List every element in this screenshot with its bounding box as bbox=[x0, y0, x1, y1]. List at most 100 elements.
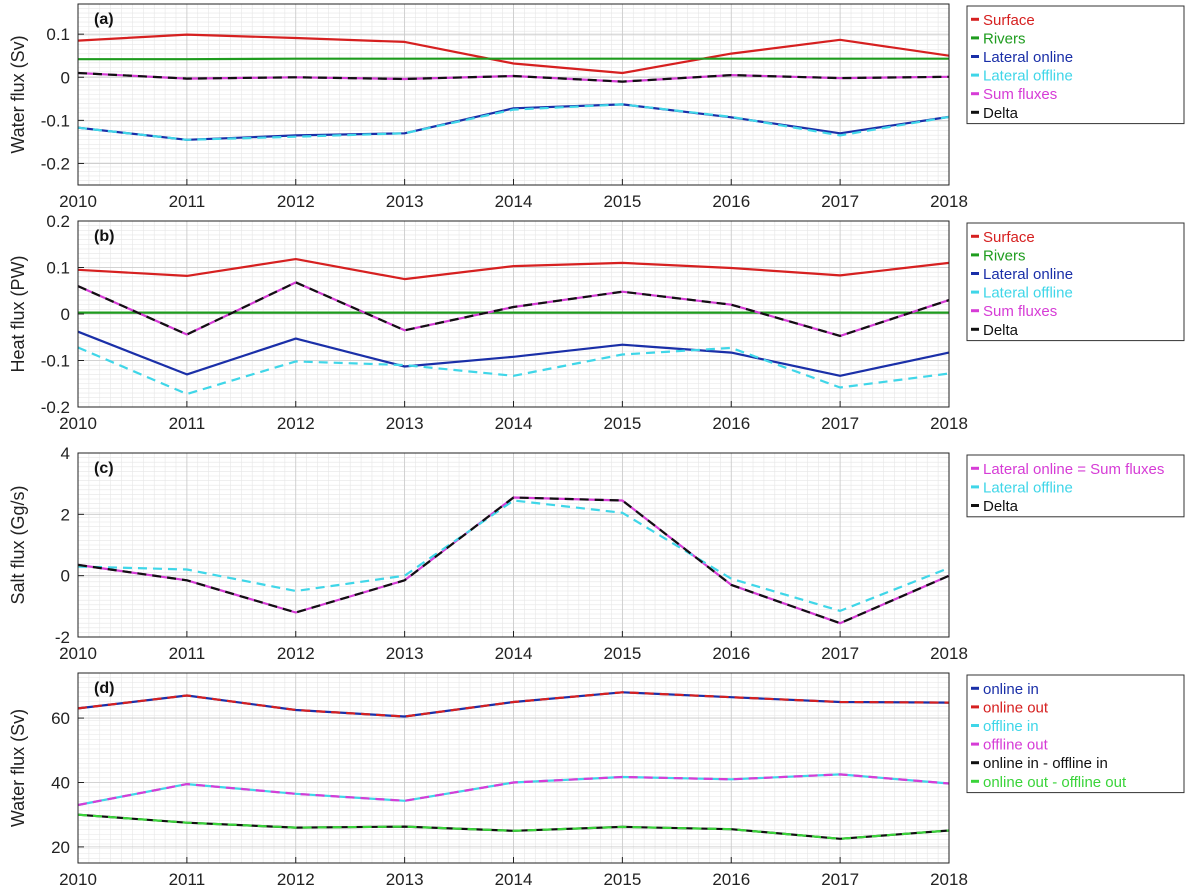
legend-box bbox=[966, 674, 1185, 794]
y-axis-label: Water flux (Sv) bbox=[8, 35, 28, 153]
y-tick-label: 40 bbox=[51, 773, 70, 792]
legend-label-online-out: online out bbox=[983, 699, 1049, 716]
x-tick-label: 2014 bbox=[495, 644, 533, 663]
panel-label: (c) bbox=[94, 460, 114, 477]
x-tick-label: 2015 bbox=[603, 870, 641, 889]
y-axis-label: Salt flux (Gg/s) bbox=[8, 485, 28, 604]
legend-label-sum-fluxes: Sum fluxes bbox=[983, 303, 1057, 320]
x-tick-label: 2016 bbox=[712, 414, 750, 433]
x-tick-label: 2015 bbox=[603, 414, 641, 433]
series-line-delta bbox=[77, 281, 950, 337]
series-line-rivers bbox=[78, 57, 949, 61]
x-tick-label: 2010 bbox=[59, 192, 97, 211]
y-axis-label: Water flux (Sv) bbox=[8, 709, 28, 827]
x-tick-label: 2011 bbox=[169, 192, 206, 211]
minor-grid bbox=[77, 453, 950, 637]
series-line-delta bbox=[77, 71, 950, 83]
x-tick-label: 2016 bbox=[712, 644, 750, 663]
panel-label: (d) bbox=[94, 680, 114, 697]
panel-d: 60 40 20 2010 2011 2012 2013 2014 2015 2016 2017 20… bbox=[8, 672, 1185, 889]
y-tick-label: -0.1 bbox=[41, 352, 70, 371]
x-tick-label: 2012 bbox=[277, 192, 315, 211]
x-tick-label: 2012 bbox=[277, 414, 315, 433]
series-line-online-out-offline-out bbox=[77, 813, 950, 840]
series-line-lateral-offline bbox=[77, 103, 950, 141]
series-line-delta bbox=[77, 496, 950, 625]
legend-label-lateral-offline: Lateral offline bbox=[983, 479, 1073, 496]
x-tick-label: 2012 bbox=[277, 644, 315, 663]
panel-label: (b) bbox=[94, 228, 114, 245]
y-tick-label: -0.2 bbox=[41, 154, 70, 173]
x-tick-label: 2013 bbox=[386, 644, 424, 663]
legend-label-delta: Delta bbox=[983, 105, 1019, 122]
x-tick-label: 2014 bbox=[495, 192, 533, 211]
y-tick-label: 0.1 bbox=[46, 259, 70, 278]
series-line-lateral-online bbox=[77, 330, 950, 377]
legend-label-rivers: Rivers bbox=[983, 30, 1026, 47]
series-line-surface bbox=[77, 258, 950, 281]
legend-label-offline-out: offline out bbox=[983, 737, 1049, 754]
panel-a: 0.1 0 -0.1 -0.2 2010 2011 2012 2013 2014 2015 2016… bbox=[8, 3, 1185, 211]
x-tick-label: 2013 bbox=[386, 192, 424, 211]
legend-label-delta: Delta bbox=[983, 498, 1019, 515]
x-tick-label: 2017 bbox=[821, 870, 859, 889]
y-tick-label: 0 bbox=[61, 305, 70, 324]
x-tick-label: 2011 bbox=[169, 644, 206, 663]
series-line-lateral-offline bbox=[77, 346, 950, 396]
legend-label-lateral-offline: Lateral offline bbox=[983, 285, 1073, 302]
legend-label-lateral-offline: Lateral offline bbox=[983, 68, 1073, 85]
legend-label-lateral-online: Lateral online bbox=[983, 49, 1073, 66]
legend-label-sum-fluxes: Sum fluxes bbox=[983, 86, 1057, 103]
x-tick-label: 2010 bbox=[59, 414, 97, 433]
legend-label-rivers: Rivers bbox=[983, 247, 1026, 264]
x-tick-label: 2014 bbox=[495, 414, 533, 433]
minor-grid bbox=[77, 4, 950, 185]
y-tick-label: -0.1 bbox=[41, 111, 70, 130]
series-line-surface bbox=[77, 33, 950, 75]
x-tick-label: 2013 bbox=[386, 870, 424, 889]
minor-grid bbox=[77, 221, 950, 407]
legend-label-lateral-online: Lateral online bbox=[983, 266, 1073, 283]
x-tick-label: 2010 bbox=[59, 870, 97, 889]
y-tick-label: 0.1 bbox=[46, 25, 70, 44]
x-tick-label: 2015 bbox=[603, 192, 641, 211]
x-tick-label: 2018 bbox=[930, 644, 968, 663]
y-tick-label: 0 bbox=[61, 68, 70, 87]
legend-label-surface: Surface bbox=[983, 12, 1035, 29]
legend-box bbox=[966, 5, 1185, 125]
y-tick-label: 2 bbox=[61, 505, 70, 524]
x-tick-label: 2018 bbox=[930, 192, 968, 211]
x-tick-label: 2017 bbox=[821, 192, 859, 211]
y-axis-label: Heat flux (PW) bbox=[8, 255, 28, 372]
y-tick-label: 20 bbox=[51, 838, 70, 857]
y-tick-label: 4 bbox=[61, 444, 70, 463]
panel-label: (a) bbox=[94, 11, 114, 28]
x-tick-label: 2018 bbox=[930, 414, 968, 433]
legend-label-lateral-online-sum-fluxes: Lateral online = Sum fluxes bbox=[983, 461, 1164, 478]
y-tick-label: 0 bbox=[61, 567, 70, 586]
x-tick-label: 2010 bbox=[59, 644, 97, 663]
x-tick-label: 2015 bbox=[603, 644, 641, 663]
x-tick-label: 2017 bbox=[821, 644, 859, 663]
legend-label-delta: Delta bbox=[983, 322, 1019, 339]
x-tick-label: 2011 bbox=[169, 414, 206, 433]
legend-label-offline-in: offline in bbox=[983, 718, 1039, 735]
series-line-lateral-online bbox=[77, 103, 950, 141]
x-tick-label: 2016 bbox=[712, 870, 750, 889]
x-tick-label: 2016 bbox=[712, 192, 750, 211]
x-tick-label: 2011 bbox=[169, 870, 206, 889]
legend-box bbox=[966, 454, 1185, 518]
y-tick-label: -0.2 bbox=[41, 398, 70, 417]
legend-box bbox=[966, 222, 1185, 342]
legend-label-online-in: online in bbox=[983, 681, 1039, 698]
y-tick-label: 0.2 bbox=[46, 212, 70, 231]
legend-label-surface: Surface bbox=[983, 229, 1035, 246]
x-tick-label: 2013 bbox=[386, 414, 424, 433]
